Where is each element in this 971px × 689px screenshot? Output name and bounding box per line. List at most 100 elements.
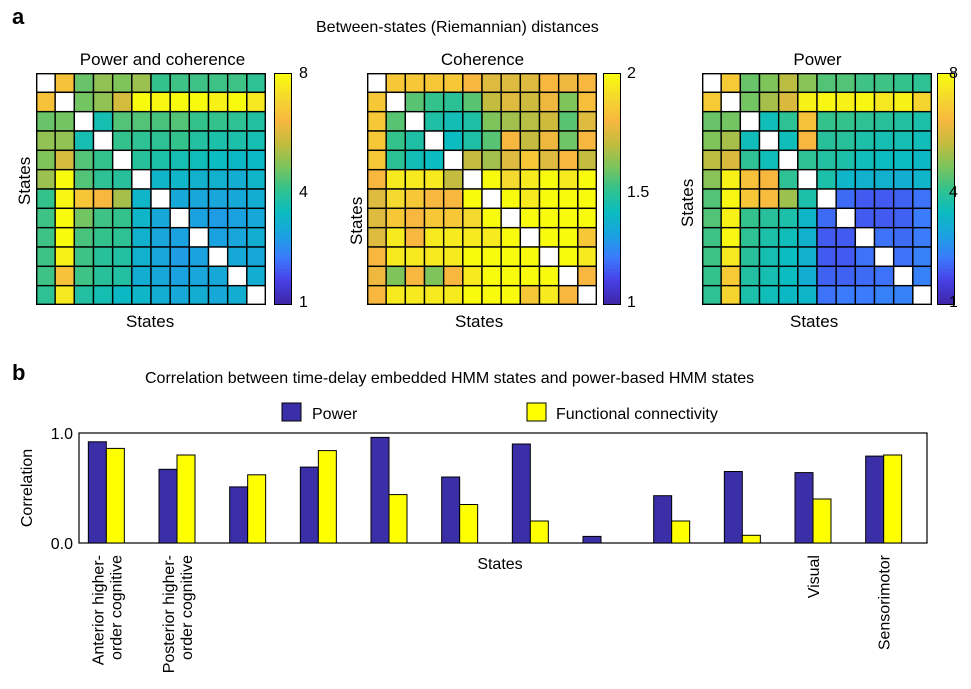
heatmap-1-cell [131,73,152,94]
heatmap-1-cell [226,130,248,152]
heatmap-3-cell [854,284,876,305]
heatmap-3-cell [854,226,876,248]
colorbar-2-segment [603,254,621,259]
heatmap-3-cell [854,168,876,190]
heatmap-3-cell [816,130,837,152]
heatmap-3-cell [892,188,914,210]
heatmap-1-cell [111,284,133,305]
heatmap-1-cell [92,207,114,229]
colorbar-1-segment [274,301,292,305]
heatmap-1-cell [36,168,56,190]
colorbar-1-segment [274,105,292,110]
heatmap-3-cell [816,226,837,248]
colorbar-1-segment [274,207,292,212]
colorbar-3-segment [937,199,955,205]
heatmap-3-cell [758,207,780,229]
heatmap-3-cell [758,110,780,132]
heatmap-3-cell [912,265,932,287]
colorbar-3-segment [937,283,955,288]
heatmap-3-cell [758,246,780,268]
heatmap-3-cell [758,168,780,190]
heatmap-2-cell [385,226,407,248]
colorbar-3-segment [937,102,955,107]
colorbar-2-segment [603,228,621,234]
heatmap-1-cell [188,168,210,190]
heatmap-2-cell [519,265,541,287]
colorbar-1-segment [274,156,292,161]
heatmap-1-cell [131,168,152,190]
heatmap-2-cell [442,246,464,268]
heatmap-2-cell [423,284,445,305]
heatmap-2-cell [404,110,426,132]
heatmap-3-cell [854,130,876,152]
heatmap-2-cell [500,110,522,132]
heatmap-2-cell [500,130,522,152]
heatmap-2-cell [577,110,597,132]
heatmap-2-cell [519,91,541,113]
heatmap-3-cell [892,73,914,94]
heatmap-1-cell [169,91,191,113]
heatmap-2-cell [442,91,464,113]
heatmap-3-cell [777,168,799,190]
heatmap-1-cell [111,149,133,171]
heatmap-1-cell [226,284,248,305]
heatmap-3-cell [835,188,857,210]
heatmap-1-title: Power and coherence [79,50,246,69]
colorbar-2-segment [603,286,621,292]
colorbar-3-segment [937,87,955,92]
colorbar-3-segment [937,207,955,212]
colorbar-1-segment [274,149,292,154]
heatmap-2-cell [442,130,464,152]
panel-b-letter: b [12,360,26,385]
heatmap-2-cell [462,130,483,152]
colorbar-2-segment [603,131,621,136]
heatmap-3-cell [702,188,722,210]
heatmap-2-cell [462,73,483,94]
heatmap-2-cell [519,73,541,94]
heatmap-3-cell [816,207,837,229]
colorbar-2-segment [603,283,621,288]
heatmap-2-cell [577,130,597,152]
heatmap-2-cell [404,130,426,152]
legend-swatch-fc [526,402,547,422]
panel-b-title: Correlation between time-delay embedded … [145,370,755,387]
heatmap-2-cell [367,110,387,132]
category-label: Sensorimotor [877,554,894,650]
heatmap-3-cell [816,149,837,171]
heatmap-1-cell [207,188,229,210]
colorbar-3-segment [937,131,955,136]
heatmap-1-cell [36,110,56,132]
bar-power [582,535,602,544]
heatmap-2-cell [385,168,407,190]
heatmap-3-cell [873,149,895,171]
colorbar-1-segment [274,286,292,292]
colorbar-3-segment [937,228,955,234]
heatmap-2-cell [557,188,579,210]
heatmap-2-colorbar-tick-mid: 1.5 [627,184,650,201]
heatmap-3-cell [702,110,722,132]
heatmap-3-cell [702,168,722,190]
heatmap-2-cell [423,73,445,94]
colorbar-1-segment [274,283,292,288]
colorbar-1-segment [274,185,292,190]
heatmap-3-cell [720,246,742,268]
colorbar-3-segment [937,301,955,305]
heatmap-2-cell [462,168,483,190]
colorbar-1-segment [274,131,292,136]
colorbar-1-segment [274,109,292,114]
heatmap-2-colorbar [603,73,621,305]
heatmap-2-cell [538,207,560,229]
heatmap-2-cell [481,110,502,132]
heatmap-2-cell [519,284,541,305]
heatmap-1-cell [111,130,133,152]
colorbar-2-segment [603,268,621,273]
colorbar-3-segment [937,236,955,241]
heatmap-3 [702,73,932,305]
heatmap-1-cell [246,246,266,268]
heatmap-3-cell [912,168,932,190]
colorbar-2-segment [603,247,621,252]
heatmap-2-cell [557,168,579,190]
heatmap-3-cell [739,110,761,132]
colorbar-1-segment [274,297,292,302]
colorbar-2-segment [603,163,621,168]
